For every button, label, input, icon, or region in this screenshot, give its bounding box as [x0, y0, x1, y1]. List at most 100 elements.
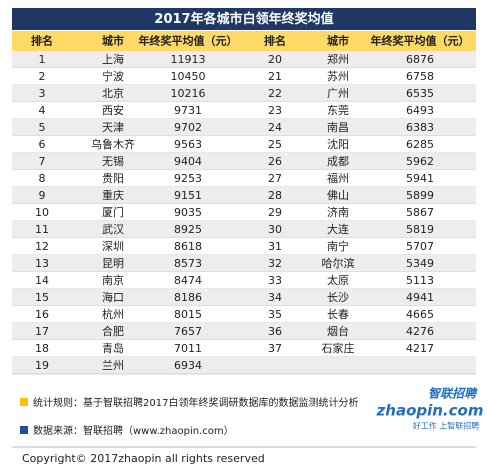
cell: 21: [268, 70, 282, 83]
cell: 6493: [406, 104, 434, 117]
cell: 沈阳: [327, 137, 349, 151]
row-bg: [12, 204, 476, 221]
cell: 30: [268, 223, 282, 236]
cell: 5819: [406, 223, 434, 236]
cell: 19: [35, 359, 49, 372]
cell: 36: [268, 325, 282, 338]
logo-site: zhaopin.com: [376, 402, 484, 420]
cell: 6934: [174, 359, 202, 372]
row-bg: [12, 340, 476, 357]
logo-name: 智联招聘: [428, 387, 478, 401]
cell: 佛山: [327, 189, 349, 202]
row-bg: [12, 357, 476, 374]
row-bg: [12, 289, 476, 306]
cell: 5: [39, 121, 46, 134]
cell: 青岛: [102, 341, 124, 355]
cell: 7: [39, 155, 46, 168]
cell: 厦门: [102, 205, 124, 219]
cell: 4665: [406, 308, 434, 321]
cell: 27: [268, 172, 282, 185]
cell: 7657: [174, 325, 202, 338]
cell: 武汉: [102, 223, 124, 236]
cell: 烟台: [327, 324, 349, 338]
column-header: 城市: [327, 34, 349, 48]
cell: 8618: [174, 240, 202, 253]
cell: 福州: [327, 171, 349, 185]
cell: 大连: [327, 222, 349, 236]
note: 统计规则：基于智联招聘2017白领年终奖调研数据库的数据监测统计分析: [33, 396, 358, 409]
row-bg: [12, 187, 476, 204]
cell: 5113: [406, 274, 434, 287]
title: 2017年各城市白领年终奖均值: [154, 11, 333, 27]
row-bg: [12, 170, 476, 187]
cell: 6535: [406, 87, 434, 100]
cell: 深圳: [102, 240, 124, 253]
cell: 宁波: [102, 69, 124, 83]
row-bg: [12, 85, 476, 102]
cell: 5707: [406, 240, 434, 253]
copyright: Copyright© 2017zhaopin all rights reserv…: [22, 452, 265, 465]
cell: 上海: [102, 52, 124, 66]
cell: 天津: [102, 121, 124, 134]
cell: 北京: [102, 86, 124, 100]
cell: 6758: [406, 70, 434, 83]
cell: 合肥: [102, 324, 124, 338]
cell: 8015: [174, 308, 202, 321]
row-bg: [12, 238, 476, 255]
cell: 杭州: [102, 307, 124, 321]
cell: 10: [35, 206, 49, 219]
cell: 5349: [406, 257, 434, 270]
cell: 西安: [102, 103, 124, 117]
cell: 6: [39, 138, 46, 151]
cell: 22: [268, 87, 282, 100]
note: 数据来源：智联招聘（www.zhaopin.com）: [33, 424, 234, 437]
row-bg: [12, 119, 476, 136]
cell: 9404: [174, 155, 202, 168]
cell: 37: [268, 342, 282, 355]
cell: 郑州: [327, 52, 349, 66]
cell: 9035: [174, 206, 202, 219]
row-bg: [12, 102, 476, 119]
row-bg: [12, 68, 476, 85]
cell: 太原: [327, 274, 349, 287]
row-bg: [12, 221, 476, 238]
cell: 苏州: [327, 70, 349, 83]
header-row: [12, 31, 476, 51]
cell: 9253: [174, 172, 202, 185]
cell: 6285: [406, 138, 434, 151]
table: 排名 城市 年终奖平均值（元） 排名 城市 年终奖平均值（元）1 上海 11913 20 郑州 68…: [12, 34, 476, 375]
cell: 16: [35, 308, 49, 321]
cell: 7011: [174, 342, 202, 355]
cell: 南宁: [327, 239, 349, 253]
cell: 昆明: [102, 257, 124, 270]
cell: 5899: [406, 189, 434, 202]
cell: 4217: [406, 342, 434, 355]
cell: 31: [268, 240, 282, 253]
cell: 长沙: [327, 291, 349, 304]
cell: 11913: [171, 53, 206, 66]
cell: 13: [35, 257, 49, 270]
row-bg: [12, 255, 476, 272]
cell: 9151: [174, 189, 202, 202]
cell: 5962: [406, 155, 434, 168]
column-header: 城市: [102, 34, 124, 48]
cell: 6383: [406, 121, 434, 134]
cell: 兰州: [102, 359, 124, 372]
cell: 29: [268, 206, 282, 219]
cell: 10450: [171, 70, 206, 83]
cell: 12: [35, 240, 49, 253]
cell: 南昌: [327, 121, 349, 134]
cell: 广州: [327, 87, 349, 100]
cell: 长春: [327, 308, 349, 321]
cell: 重庆: [102, 188, 124, 202]
cell: 26: [268, 155, 282, 168]
row-bg: [12, 153, 476, 170]
cell: 32: [268, 257, 282, 270]
cell: 6876: [406, 53, 434, 66]
cell: 无锡: [102, 154, 124, 168]
cell: 15: [35, 291, 49, 304]
note-icon: [20, 398, 28, 406]
cell: 石家庄: [322, 341, 355, 355]
logo-slogan: 好工作 上智联招聘: [413, 421, 480, 431]
